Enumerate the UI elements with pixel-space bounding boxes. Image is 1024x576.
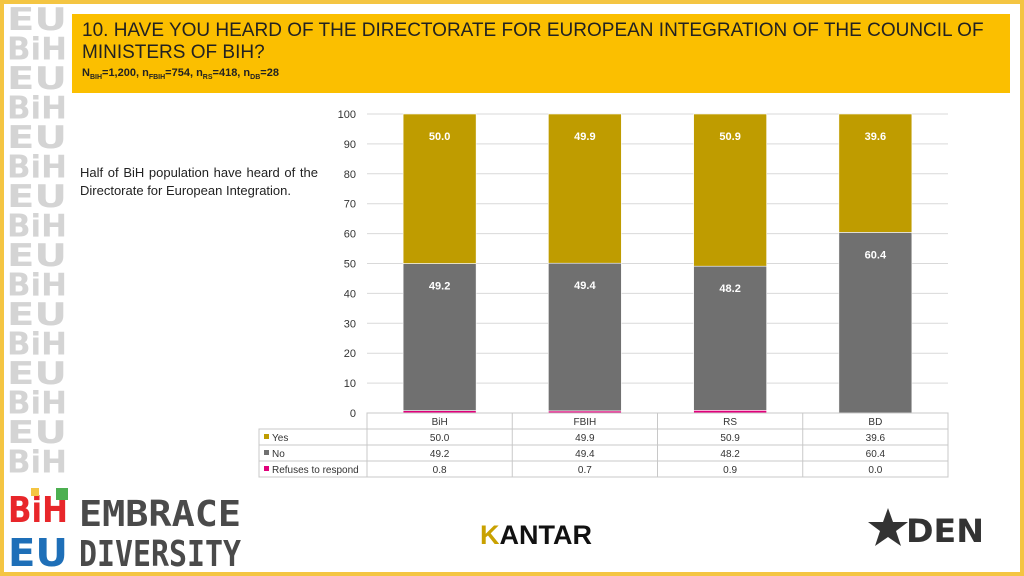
data-label: 48.2	[719, 283, 740, 295]
y-tick-label: 40	[344, 288, 356, 300]
table-cell: 49.4	[575, 449, 595, 460]
sidebar-letter: EU	[7, 415, 67, 451]
sidebar-letter: EU	[7, 4, 67, 38]
sidebar-letter: BiH	[7, 150, 67, 186]
sidebar-letter: BiH	[7, 386, 67, 422]
data-label: 60.4	[865, 249, 887, 261]
y-tick-label: 60	[344, 229, 356, 241]
legend-swatch	[264, 450, 269, 455]
bar-no	[402, 263, 477, 411]
y-tick-label: 30	[344, 318, 356, 330]
legend-label: No	[272, 449, 285, 460]
table-cell: 49.9	[575, 433, 595, 444]
table-cell: 0.7	[578, 465, 592, 476]
sidebar-letter: BiH	[7, 327, 67, 363]
sidebar-letter: EU	[7, 356, 67, 392]
logo-dot	[31, 488, 39, 496]
x-tick-label: FBIH	[573, 417, 596, 428]
table-cell: 0.0	[868, 465, 882, 476]
y-tick-label: 20	[344, 348, 356, 360]
bar-no	[838, 232, 913, 414]
legend-label: Refuses to respond	[272, 465, 359, 476]
table-cell: 50.9	[720, 433, 740, 444]
sidebar-letter: BiH	[7, 91, 67, 127]
y-tick-label: 0	[350, 408, 356, 420]
legend-swatch	[264, 466, 269, 471]
sidebar-letter: EU	[7, 297, 67, 333]
x-tick-label: BiH	[432, 417, 448, 428]
kantar-logo-rest: ANTAR	[499, 520, 592, 550]
table-cell: 49.2	[430, 449, 450, 460]
table-cell: 0.8	[433, 465, 447, 476]
table-cell: 0.9	[723, 465, 737, 476]
data-label: 39.6	[865, 131, 886, 143]
header-banner: 10. HAVE YOU HEARD OF THE DIRECTORATE FO…	[72, 14, 1010, 93]
legend-label: Yes	[272, 433, 288, 444]
stacked-bar-chart: 0 10 20 30 40 50 60 70 80 90 100 49.2 50.0 49.4 49.9 48…	[258, 109, 949, 478]
sidebar-letter: EU	[7, 179, 67, 215]
x-tick-label: BD	[868, 417, 882, 428]
x-tick-label: RS	[723, 417, 737, 428]
sample-size-fbih: nFBIH=754,	[142, 67, 197, 82]
y-tick-label: 70	[344, 199, 356, 211]
legend-swatch	[264, 434, 269, 439]
kantar-logo: KANTAR	[480, 520, 592, 551]
sidebar-letter: BiH	[7, 268, 67, 304]
sidebar-letter: BiH	[7, 445, 67, 481]
data-label: 49.4	[574, 280, 596, 292]
bar-no	[548, 262, 622, 412]
star-icon	[868, 508, 908, 546]
den-logo: DEN	[868, 508, 984, 550]
logo-diversity: DIVERSITY	[79, 534, 241, 572]
sample-size-bih: NBIH=1,200,	[82, 67, 143, 82]
table-cell: 48.2	[720, 449, 740, 460]
data-label: 50.9	[719, 131, 740, 143]
logo-embrace: EMBRACE	[79, 494, 241, 535]
bar-yes	[838, 113, 913, 233]
y-tick-label: 90	[344, 139, 356, 151]
y-tick-label: 80	[344, 169, 356, 181]
data-label: 50.0	[429, 131, 450, 143]
table-cell: 50.0	[430, 433, 450, 444]
summary-text: Half of BiH population have heard of the…	[80, 165, 318, 198]
kantar-logo-k: K	[480, 520, 500, 550]
logo-dot	[56, 488, 68, 500]
bar-no	[693, 265, 767, 411]
table-cell: 39.6	[866, 433, 886, 444]
sidebar-letter: EU	[7, 61, 67, 97]
sidebar-letter: EU	[7, 238, 67, 274]
y-tick-label: 50	[344, 259, 356, 271]
data-label: 49.9	[574, 131, 595, 143]
sidebar-letter: BiH	[7, 209, 67, 245]
bar-yes	[402, 113, 477, 264]
table-cell: 60.4	[866, 449, 886, 460]
y-tick-label: 100	[338, 109, 356, 121]
sidebar-letter: EU	[7, 120, 67, 156]
logo-eu: EU	[8, 531, 68, 572]
y-tick-label: 10	[344, 378, 356, 390]
sample-size-rs: nRS=418,	[196, 67, 244, 82]
bar-yes	[548, 113, 622, 264]
page-title: 10. HAVE YOU HEARD OF THE DIRECTORATE FO…	[82, 20, 984, 63]
sidebar-letter: BiH	[7, 32, 67, 68]
sample-size-db: nDB=28	[243, 67, 279, 82]
sample-sizes: NBIH=1,200, nFBIH=754, nRS=418, nDB=28	[82, 67, 1000, 81]
bar-yes	[693, 113, 767, 267]
den-text: DEN	[906, 512, 984, 550]
data-label: 49.2	[429, 281, 450, 293]
